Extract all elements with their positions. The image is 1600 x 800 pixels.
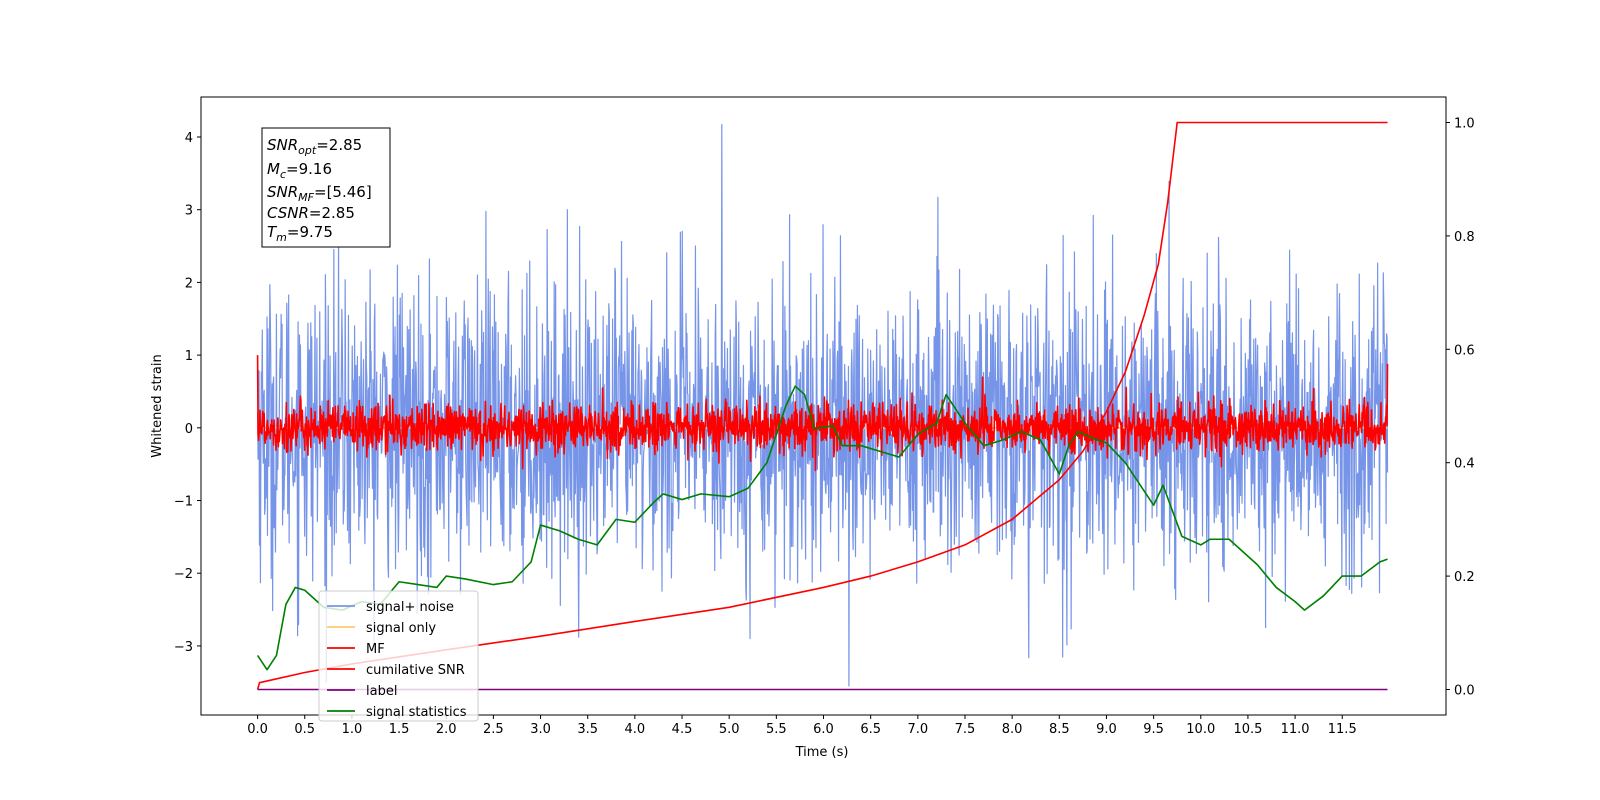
annotation-frame xyxy=(261,127,391,248)
legend-label-mf: MF xyxy=(366,642,385,657)
annotation-snr-mf: SNRMF=[5.46] xyxy=(267,183,372,204)
x-tick-label: 11.0 xyxy=(1281,722,1310,737)
legend: signal+ noise signal only MF cumilative SNR… xyxy=(318,590,479,722)
x-tick-label: 10.0 xyxy=(1186,722,1215,737)
x-tick-label: 3.5 xyxy=(577,722,598,737)
legend-label-label: label xyxy=(366,684,397,699)
x-tick-label: 2.0 xyxy=(436,722,457,737)
x-tick-label: 6.5 xyxy=(860,722,881,737)
x-tick-label: 11.5 xyxy=(1328,722,1357,737)
x-tick-label: 3.0 xyxy=(530,722,551,737)
legend-label-cumilative-snr: cumilative SNR xyxy=(366,663,465,678)
x-tick-label: 9.0 xyxy=(1096,722,1117,737)
x-tick-label: 9.5 xyxy=(1143,722,1164,737)
legend-label-signal-only: signal only xyxy=(366,621,436,636)
x-tick-label: 0.5 xyxy=(294,722,315,737)
x-tick-label: 10.5 xyxy=(1233,722,1262,737)
y2-tick-label: 0.2 xyxy=(1454,570,1475,585)
series-line-signal-statistics xyxy=(256,385,1388,671)
x-tick-label: 4.0 xyxy=(625,722,646,737)
annotation-box: SNRopt=2.85 Mc=9.16 SNRMF=[5.46] CSNR=2.… xyxy=(261,127,391,248)
annotation-tm: Tm=9.75 xyxy=(267,223,333,244)
y-tick-label: 4 xyxy=(185,131,193,146)
x-tick-label: 7.0 xyxy=(907,722,928,737)
x-tick-label: 6.0 xyxy=(813,722,834,737)
annotation-mc: Mc=9.16 xyxy=(267,160,332,181)
y-axis-left: −3 −2 −1 0 1 2 3 4 xyxy=(174,131,201,655)
legend-label-signal-statistics: signal statistics xyxy=(366,705,467,720)
y2-tick-label: 0.4 xyxy=(1454,457,1475,472)
y2-tick-label: 1.0 xyxy=(1454,117,1475,132)
x-tick-label: 8.5 xyxy=(1049,722,1070,737)
x-tick-label: 8.0 xyxy=(1002,722,1023,737)
legend-label-signal-noise: signal+ noise xyxy=(366,600,454,615)
x-axis: 0.0 0.5 1.0 1.5 2.0 2.5 3.0 3.5 4.0 4.5 5.0 5.5 6.0 6… xyxy=(247,715,1357,737)
y-tick-label: 0 xyxy=(185,422,193,437)
y2-tick-label: 0.0 xyxy=(1454,683,1475,698)
legend-frame xyxy=(318,590,479,722)
annotation-snr-opt: SNRopt=2.85 xyxy=(267,136,362,157)
y2-tick-label: 0.6 xyxy=(1454,343,1475,358)
x-axis-title: Time (s) xyxy=(795,745,849,760)
x-tick-label: 1.5 xyxy=(389,722,410,737)
x-tick-label: 0.0 xyxy=(247,722,268,737)
x-tick-label: 5.5 xyxy=(766,722,787,737)
y-tick-label: −2 xyxy=(174,567,193,582)
x-tick-label: 1.0 xyxy=(342,722,363,737)
y-axis-title: Whitened strain xyxy=(150,354,165,457)
y-tick-label: 2 xyxy=(185,276,193,291)
annotation-csnr: CSNR=2.85 xyxy=(267,204,355,222)
y-tick-label: −3 xyxy=(174,640,193,655)
x-tick-label: 2.5 xyxy=(483,722,504,737)
y-axis-right: 0.0 0.2 0.4 0.6 0.8 1.0 xyxy=(1446,117,1475,698)
x-tick-label: 7.5 xyxy=(955,722,976,737)
x-tick-label: 5.0 xyxy=(719,722,740,737)
y-tick-label: −1 xyxy=(174,495,193,510)
y2-tick-label: 0.8 xyxy=(1454,230,1475,245)
y-tick-label: 1 xyxy=(185,349,193,364)
x-tick-label: 4.5 xyxy=(672,722,693,737)
y-tick-label: 3 xyxy=(185,204,193,219)
series-line-mf xyxy=(256,355,1389,472)
